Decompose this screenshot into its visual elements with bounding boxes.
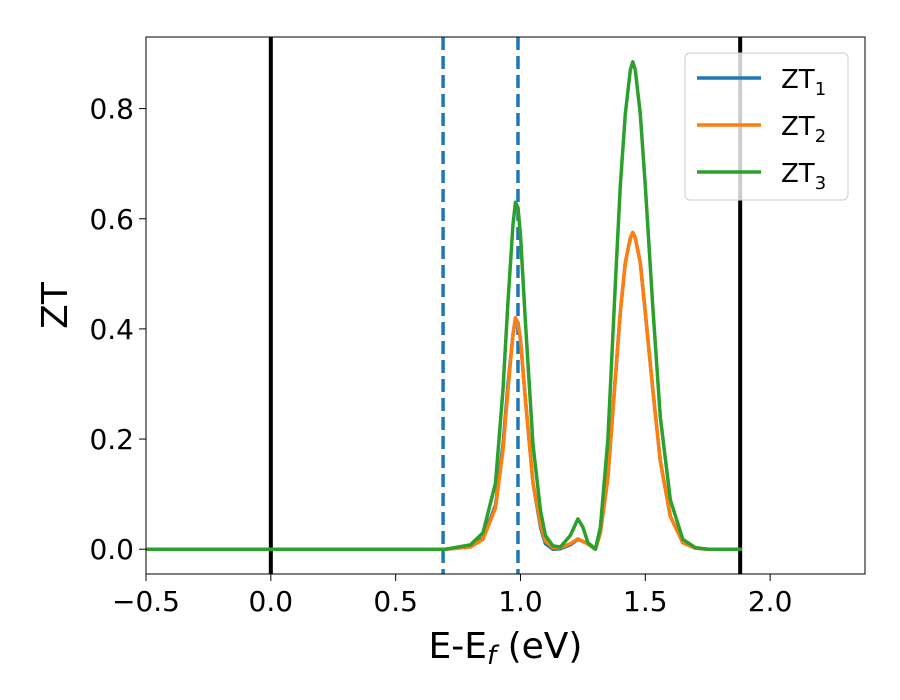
y-tick-label: 0.0 [89, 533, 134, 566]
x-tick-label: 1.5 [623, 585, 668, 618]
x-tick-label: 2.0 [748, 585, 793, 618]
legend-label-zt1: ZT1 [781, 65, 826, 100]
x-axis-label: E-Ef (eV) [429, 626, 583, 671]
series-line-zt3 [146, 60, 742, 551]
y-axis-ticks: 0.0 0.2 0.4 0.6 0.8 [89, 93, 146, 566]
y-tick-label: 0.4 [89, 313, 134, 346]
legend-label-zt2: ZT2 [781, 112, 826, 147]
y-tick-label: 0.8 [89, 93, 134, 126]
axes-frame [145, 36, 866, 575]
legend-box [684, 52, 849, 201]
x-tick-label: 0.5 [373, 585, 418, 618]
y-axis-label: ZT [35, 281, 76, 329]
series-lines [146, 60, 742, 551]
legend: ZT1 ZT2 ZT3 [684, 52, 849, 201]
x-tick-label: 0.0 [249, 585, 294, 618]
legend-label-zt3: ZT3 [781, 159, 826, 194]
y-tick-label: 0.6 [89, 203, 134, 236]
y-tick-label: 0.2 [89, 423, 134, 456]
x-tick-label: −0.5 [112, 585, 180, 618]
x-axis-ticks: −0.5 0.0 0.5 1.0 1.5 2.0 [112, 574, 792, 618]
x-tick-label: 1.0 [498, 585, 543, 618]
series-line-zt2 [146, 230, 742, 551]
